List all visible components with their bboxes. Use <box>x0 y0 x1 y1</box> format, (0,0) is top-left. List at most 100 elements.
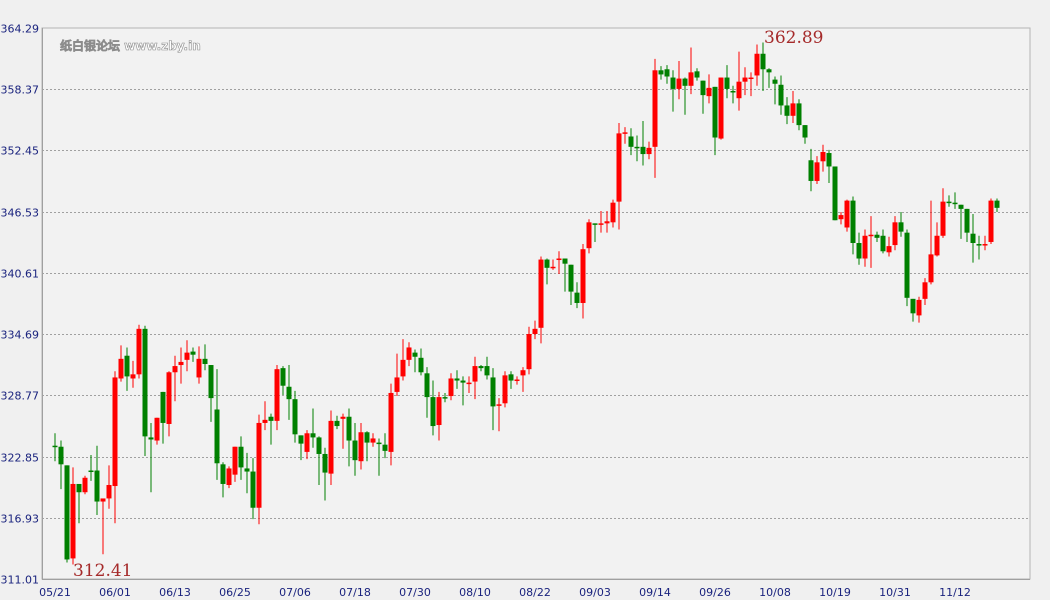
y-tick-label: 316.93 <box>1 513 40 526</box>
candle <box>982 235 988 251</box>
candle <box>682 77 688 115</box>
candle-body <box>82 477 88 493</box>
candle <box>514 376 520 385</box>
candle-body <box>808 160 814 181</box>
candle <box>658 66 664 80</box>
candle-body <box>478 366 484 369</box>
candle <box>184 340 190 372</box>
candle-body <box>688 72 694 86</box>
candle-body <box>556 258 562 261</box>
candle <box>112 371 118 524</box>
candle-body <box>70 483 76 559</box>
x-tick-label: 08/10 <box>459 586 491 599</box>
x-tick-label: 06/01 <box>99 586 131 599</box>
candle <box>928 200 934 285</box>
x-tick-label: 10/08 <box>759 586 791 599</box>
candle <box>424 367 430 418</box>
candle-body <box>832 166 838 221</box>
candle <box>202 344 208 371</box>
candle-body <box>142 328 148 437</box>
candle-body <box>502 375 508 404</box>
candle-body <box>100 498 106 502</box>
candle <box>550 259 556 270</box>
candle-body <box>400 359 406 377</box>
y-tick-label: 358.37 <box>1 84 40 97</box>
candle <box>370 433 376 447</box>
candle <box>268 413 274 445</box>
y-tick-label: 311.01 <box>1 574 40 587</box>
candle <box>352 422 358 476</box>
candle <box>478 365 484 372</box>
candle-body <box>736 81 742 99</box>
candle-body <box>346 416 352 441</box>
candle <box>142 325 148 457</box>
candle <box>940 188 946 238</box>
candle <box>946 195 952 207</box>
candle-body <box>958 204 964 209</box>
candle <box>964 208 970 242</box>
candle-body <box>748 77 754 80</box>
candle <box>856 232 862 265</box>
candle-body <box>778 84 784 106</box>
candle-body <box>826 153 832 167</box>
candle <box>484 356 490 380</box>
candle-body <box>652 70 658 147</box>
candle-body <box>280 368 286 386</box>
candle <box>652 58 658 178</box>
candle-body <box>430 397 436 427</box>
candle-body <box>874 234 880 238</box>
x-tick-label: 08/22 <box>519 586 551 599</box>
candle <box>124 347 130 391</box>
candle <box>436 391 442 441</box>
x-tick-label: 07/18 <box>339 586 371 599</box>
candle-body <box>940 201 946 236</box>
x-tick-label: 10/31 <box>879 586 911 599</box>
candle-body <box>994 200 1000 208</box>
candle-body <box>622 132 628 134</box>
candle <box>892 216 898 251</box>
candle-body <box>304 433 310 452</box>
candle-body <box>982 244 988 246</box>
candle-body <box>244 468 250 472</box>
candle <box>586 219 592 254</box>
candle <box>994 198 1000 212</box>
candle <box>100 498 106 555</box>
candle <box>814 156 820 185</box>
candle <box>976 235 982 260</box>
candle-body <box>574 292 580 303</box>
candle-body <box>358 432 364 462</box>
candle <box>496 398 502 432</box>
candle <box>910 298 916 322</box>
candle <box>676 60 682 100</box>
candle-body <box>814 162 820 181</box>
candle-body <box>772 79 778 84</box>
candle <box>130 360 136 388</box>
candle <box>190 347 196 362</box>
candle <box>58 440 64 490</box>
candle-body <box>454 378 460 381</box>
candle <box>664 65 670 84</box>
candle <box>178 347 184 384</box>
candle-body <box>916 299 922 316</box>
candle <box>970 214 976 263</box>
candle-body <box>160 391 166 423</box>
candle <box>334 415 340 430</box>
candle <box>838 211 844 225</box>
candle-body <box>322 453 328 473</box>
candle-body <box>676 78 682 89</box>
candle <box>220 462 226 498</box>
candle-body <box>928 254 934 283</box>
candle <box>274 365 280 431</box>
candle-body <box>562 258 568 264</box>
candle-body <box>154 417 160 441</box>
candle <box>340 413 346 449</box>
candle <box>556 251 562 275</box>
x-tick-label: 09/26 <box>699 586 731 599</box>
candle <box>598 210 604 233</box>
candle <box>568 264 574 306</box>
candle <box>70 467 76 565</box>
candle-body <box>964 208 970 233</box>
candle-body <box>214 409 220 464</box>
candle <box>880 229 886 254</box>
candle-body <box>226 468 232 485</box>
